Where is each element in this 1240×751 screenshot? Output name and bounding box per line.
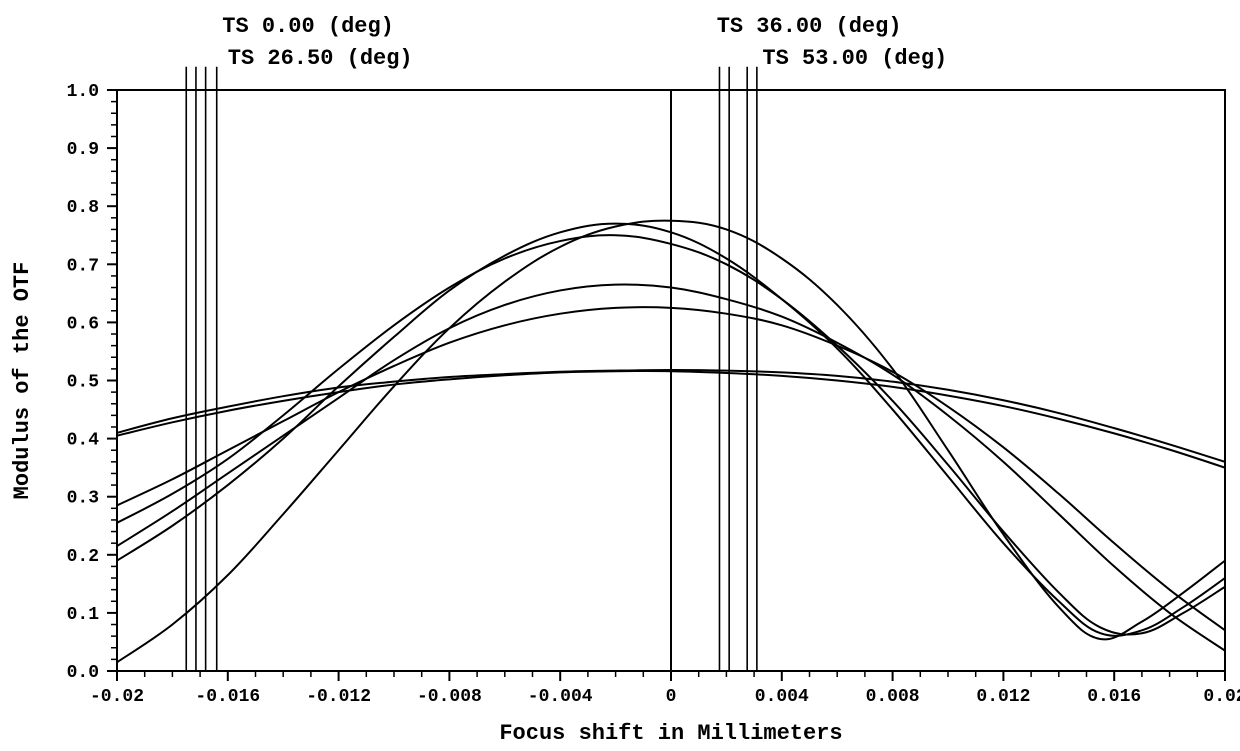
- ytick-label: 0.4: [67, 431, 100, 451]
- ytick-label: 0.1: [67, 605, 100, 625]
- mtf-chart: -0.02 -0.016 -0.012 -0.008 -0.004 0 0.004 0.008…: [0, 0, 1240, 751]
- y-axis-label: Modulus of the OTF: [10, 262, 35, 500]
- ytick-label: 0.8: [67, 198, 99, 218]
- xtick-label: -0.012: [306, 687, 371, 707]
- xtick-label: -0.008: [417, 687, 482, 707]
- xtick-label: 0.016: [1087, 687, 1141, 707]
- ytick-label: 0.6: [67, 314, 99, 334]
- ytick-label: 0.5: [67, 373, 99, 393]
- ytick-label: 0.2: [67, 547, 99, 567]
- xtick-label: -0.016: [195, 687, 260, 707]
- legend-label: TS 36.00 (deg): [717, 14, 902, 39]
- xtick-label: 0.008: [866, 687, 920, 707]
- ytick-label: 0.3: [67, 489, 99, 509]
- xtick-label: 0.004: [755, 687, 809, 707]
- xtick-label: 0.02: [1203, 687, 1240, 707]
- x-axis-label: Focus shift in Millimeters: [499, 721, 842, 746]
- ytick-label: 0.0: [67, 663, 99, 683]
- xtick-label: 0.012: [976, 687, 1030, 707]
- plot-area: [117, 90, 1225, 671]
- xtick-label: 0: [666, 687, 677, 707]
- ytick-label: 0.9: [67, 140, 99, 160]
- ytick-label: 0.7: [67, 256, 99, 276]
- legend-label: TS 53.00 (deg): [762, 46, 947, 71]
- xtick-label: -0.004: [528, 687, 593, 707]
- legend-label: TS 0.00 (deg): [222, 14, 394, 39]
- ytick-label: 1.0: [67, 82, 99, 102]
- legend-label: TS 26.50 (deg): [228, 46, 413, 71]
- xtick-label: -0.02: [90, 687, 144, 707]
